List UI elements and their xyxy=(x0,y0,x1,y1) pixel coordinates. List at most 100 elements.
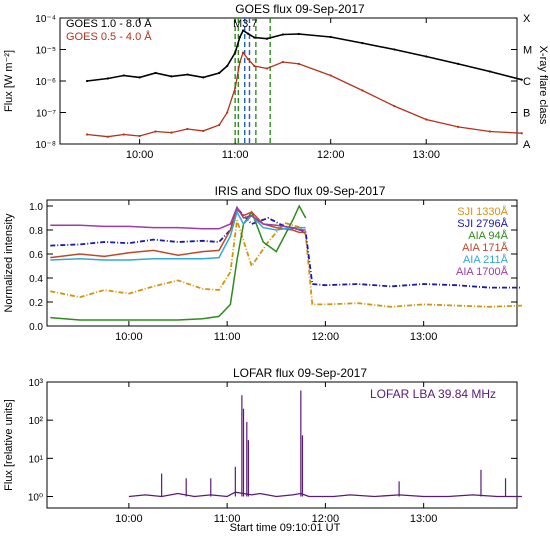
iris-series-line xyxy=(50,220,522,308)
goes-data-point xyxy=(202,129,205,133)
iris-series-line xyxy=(50,206,522,289)
goes-data-point xyxy=(361,89,364,92)
iris-y-tick-label: 0.2 xyxy=(29,298,43,309)
iris-title: IRIS and SDO flux 09-Sep-2017 xyxy=(215,184,386,198)
goes-series-line xyxy=(87,51,522,138)
goes-data-point xyxy=(154,130,157,133)
goes-data-point xyxy=(106,77,109,80)
iris-y-tick-label: 0.0 xyxy=(29,322,43,333)
goes-data-point xyxy=(393,48,396,51)
iris-y-tick-label: 1.0 xyxy=(29,202,43,213)
goes-class-label: B xyxy=(523,108,530,120)
goes-class-label: C xyxy=(523,76,531,88)
lofar-plot-frame xyxy=(46,381,518,509)
iris-legend-entry: SJI 1330Å xyxy=(457,205,508,218)
goes-series-group xyxy=(85,29,523,138)
goes-data-point xyxy=(297,32,300,36)
lofar-xlabel: Start time 09:10:01 UT xyxy=(230,522,341,534)
iris-panel: IRIS and SDO flux 09-Sep-2017 0.0 0.2 0.4 0… xyxy=(3,184,522,343)
goes-data-point xyxy=(226,111,229,114)
iris-y-ticks: 0.0 0.2 0.4 0.6 0.8 1.0 xyxy=(29,202,517,333)
goes-data-point xyxy=(488,70,492,73)
goes-y-tick-label: 10⁻⁷ xyxy=(36,109,56,120)
goes-data-point xyxy=(393,104,396,108)
goes-data-point xyxy=(226,64,229,68)
lofar-x-tick-label: 11:00 xyxy=(214,513,241,525)
goes-data-point xyxy=(85,133,89,136)
iris-series-line xyxy=(50,210,306,261)
goes-y-tick-label: 10⁻⁴ xyxy=(35,14,56,25)
goes-x-tick-label: 12:00 xyxy=(317,149,345,161)
lofar-y-tick-label: 10⁰ xyxy=(28,493,43,504)
goes-data-point xyxy=(246,57,249,61)
goes-data-point xyxy=(329,35,332,39)
iris-ylabel: Normalized intensity xyxy=(3,213,15,313)
goes-y2-ticks: A B C M X xyxy=(523,13,532,151)
goes-data-point xyxy=(186,127,189,131)
goes-data-point xyxy=(281,60,285,64)
goes-data-point xyxy=(456,125,460,128)
iris-series-line xyxy=(50,205,306,231)
lofar-y-tick-label: 10³ xyxy=(29,378,44,389)
goes-data-point xyxy=(170,131,173,134)
goes-data-point xyxy=(253,64,256,68)
goes-data-point xyxy=(238,35,242,39)
goes-data-point xyxy=(85,79,89,83)
goes-data-point xyxy=(361,41,364,45)
lofar-y-tick-label: 10² xyxy=(29,416,44,427)
goes-data-point xyxy=(456,62,460,65)
iris-legend-entry: SJI 2796Å xyxy=(457,217,508,230)
iris-series-group xyxy=(50,204,522,321)
lofar-x-tick-label: 13:00 xyxy=(410,513,438,525)
goes-data-point xyxy=(253,36,256,39)
iris-legend-entry: AIA 211Å xyxy=(463,253,509,266)
goes-data-point xyxy=(520,78,523,81)
goes-y2label: X-ray flare class xyxy=(537,46,549,125)
goes-series-line xyxy=(87,29,522,82)
goes-data-point xyxy=(218,123,221,127)
goes-annotation: M3.7 xyxy=(233,18,257,30)
goes-data-point xyxy=(122,74,125,77)
iris-legend-entry: AIA 171Å xyxy=(462,241,509,254)
goes-data-point xyxy=(425,118,428,121)
lofar-x-tick-label: 12:00 xyxy=(312,513,340,525)
iris-series-line xyxy=(50,208,306,259)
goes-y-tick-label: 10⁻⁶ xyxy=(35,77,56,88)
iris-y-tick-label: 0.4 xyxy=(29,274,43,285)
goes-data-point xyxy=(281,33,285,36)
goes-y-ticks: 10⁻⁸ 10⁻⁷ 10⁻⁶ 10⁻⁵ 10⁻⁴ xyxy=(35,14,517,151)
goes-data-point xyxy=(238,60,242,64)
goes-data-point xyxy=(154,71,157,75)
goes-data-point xyxy=(186,73,189,76)
lofar-ylabel: Flux [relative units] xyxy=(3,399,15,491)
goes-class-label: M xyxy=(523,45,532,57)
goes-class-label: X xyxy=(523,13,531,25)
lofar-x-tick-label: 10:00 xyxy=(115,513,143,525)
goes-data-point xyxy=(138,134,141,138)
iris-series-line xyxy=(50,204,307,321)
lofar-title: LOFAR flux 09-Sep-2017 xyxy=(233,366,367,380)
goes-data-point xyxy=(246,32,249,35)
iris-y-tick-label: 0.6 xyxy=(29,250,43,261)
goes-data-point xyxy=(122,133,125,136)
goes-class-label: A xyxy=(523,139,531,151)
goes-data-point xyxy=(488,130,492,133)
goes-data-point xyxy=(520,132,523,135)
goes-event-lines xyxy=(234,18,271,144)
goes-data-point xyxy=(202,76,205,79)
goes-panel: GOES flux 09-Sep-2017 10⁻⁸10⁻⁷10⁻⁶10⁻⁵10… xyxy=(3,2,549,161)
goes-data-point xyxy=(234,86,237,90)
goes-ylabel: Flux [W m⁻²] xyxy=(3,50,15,112)
goes-y-tick-label: 10⁻⁸ xyxy=(35,140,56,151)
goes-legend-long: GOES 1.0 - 8.0 Å xyxy=(66,17,152,30)
iris-x-tick-label: 13:00 xyxy=(410,331,438,343)
lofar-series-line xyxy=(128,491,522,498)
goes-data-point xyxy=(234,51,237,54)
goes-data-point xyxy=(138,76,141,79)
iris-x-tick-label: 12:00 xyxy=(312,331,340,343)
goes-title: GOES flux 09-Sep-2017 xyxy=(235,2,365,16)
lofar-series-group xyxy=(128,390,522,498)
goes-data-point xyxy=(106,135,109,138)
